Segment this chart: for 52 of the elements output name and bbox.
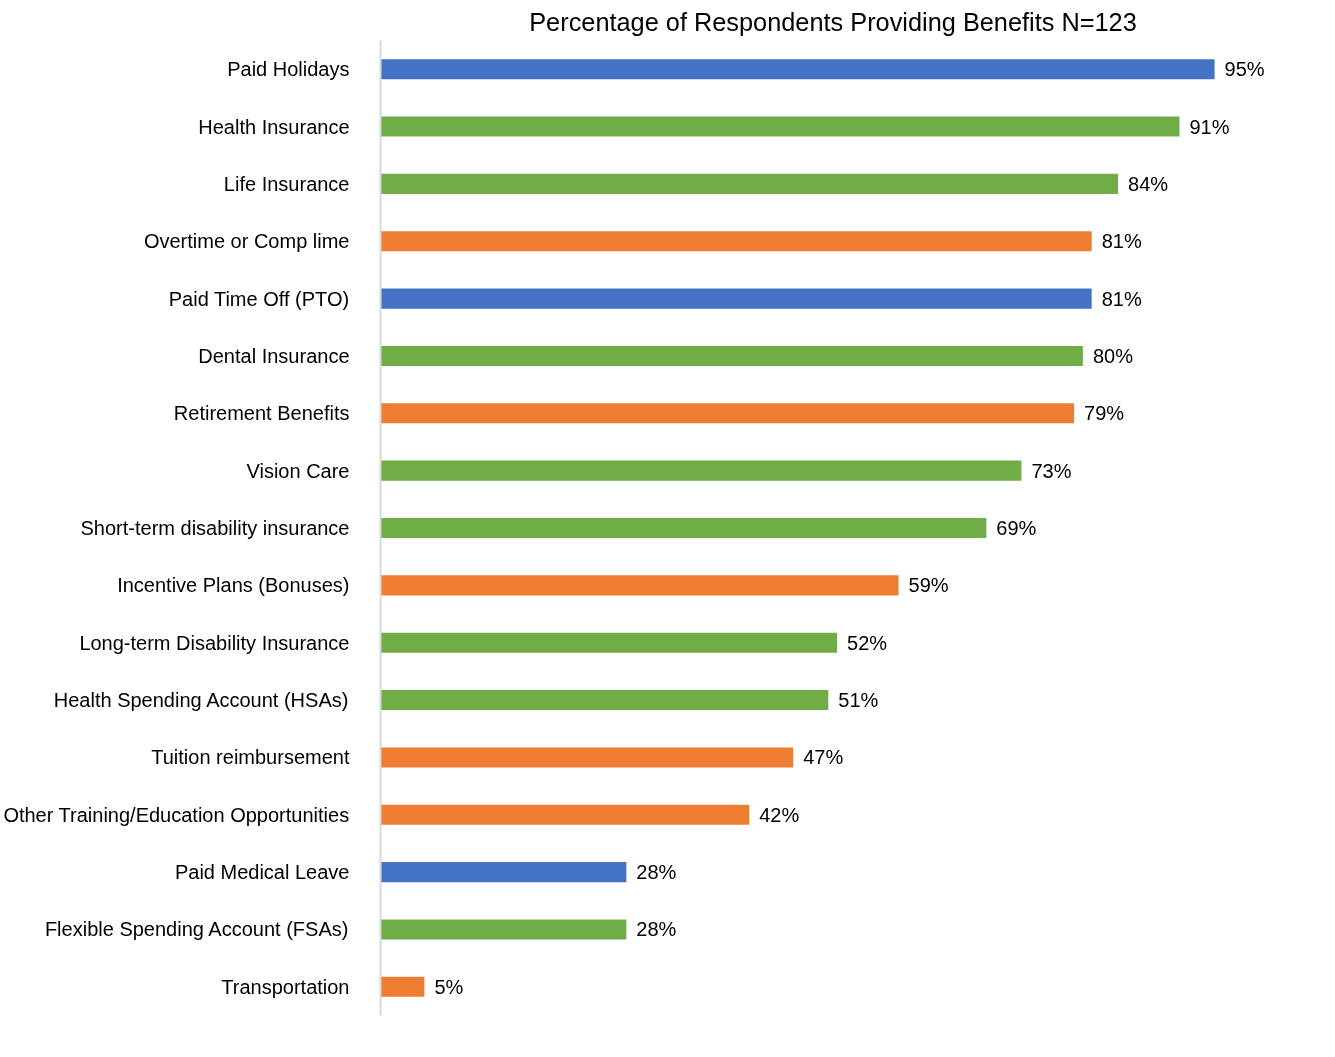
bar — [380, 403, 1075, 424]
bar — [380, 173, 1119, 194]
y-tick-label: Paid Holidays — [227, 58, 350, 81]
y-tick-label: Paid Medical Leave — [174, 861, 350, 884]
data-label: 73% — [1031, 459, 1072, 482]
bar — [380, 862, 627, 883]
bar — [380, 690, 829, 711]
bar — [380, 976, 425, 997]
bar — [380, 288, 1092, 309]
y-tick-label: Vision Care — [246, 459, 350, 482]
data-label: 84% — [1128, 172, 1169, 195]
bar — [380, 59, 1215, 80]
data-label: 51% — [838, 689, 879, 712]
data-label: 95% — [1224, 58, 1265, 81]
y-tick-label: Dental Insurance — [198, 344, 350, 367]
data-label: 59% — [908, 574, 949, 597]
data-label: 91% — [1189, 115, 1230, 138]
data-label: 80% — [1092, 344, 1134, 367]
y-tick-label: Life Insurance — [223, 172, 350, 195]
bar — [380, 919, 627, 940]
y-tick-label: Retirement Benefits — [173, 402, 350, 425]
data-label: 47% — [803, 746, 844, 769]
data-label: 42% — [759, 803, 800, 826]
y-tick-label: Tuition reimbursement — [151, 746, 350, 769]
bar — [380, 517, 987, 539]
data-label: 52% — [847, 631, 888, 654]
y-tick-label: Overtime or Comp lime — [143, 230, 350, 253]
y-tick-label: Transportation — [221, 975, 350, 998]
y-tick-label: Other Training/Education Opportunities — [3, 803, 350, 826]
bar — [380, 632, 838, 653]
chart-title: Percentage of Respondents Providing Benefits N=123 — [529, 7, 1137, 36]
bar — [380, 747, 794, 768]
y-tick-label: Short-term disability insurance — [80, 517, 350, 539]
data-label: 28% — [636, 861, 677, 884]
y-tick-label: Incentive Plans (Bonuses) — [117, 574, 350, 597]
bar — [380, 575, 899, 596]
y-tick-label: Long-term Disability Insurance — [79, 631, 350, 654]
data-label: 69% — [996, 517, 1037, 539]
y-tick-label: Paid Time Off (PTO) — [168, 287, 350, 310]
bar — [380, 460, 1022, 481]
bar — [380, 804, 750, 825]
y-tick-label: Flexible Spending Account (FSAs) — [44, 918, 349, 941]
y-tick-label: Health Insurance — [198, 115, 350, 138]
y-tick-label: Health Spending Account (HSAs) — [53, 689, 349, 712]
bar — [380, 345, 1083, 366]
data-label: 81% — [1101, 230, 1142, 253]
data-label: 28% — [636, 918, 677, 941]
bar — [380, 116, 1180, 137]
data-label: 5% — [434, 975, 464, 998]
data-label: 79% — [1084, 402, 1125, 425]
data-label: 81% — [1101, 287, 1142, 310]
bar — [380, 231, 1092, 252]
